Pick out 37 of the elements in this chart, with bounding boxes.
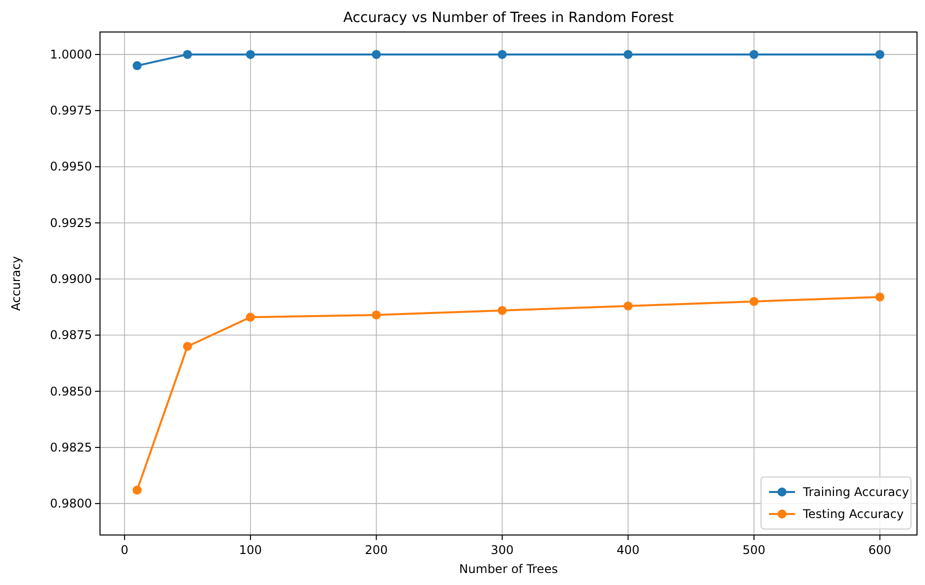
y-tick-label: 0.9900 <box>50 272 92 286</box>
x-tick-label: 600 <box>868 543 892 557</box>
point <box>624 50 633 59</box>
point <box>372 50 381 59</box>
y-axis-title: Accuracy <box>9 256 23 311</box>
point <box>875 50 884 59</box>
chart-title: Accuracy vs Number of Trees in Random Forest <box>343 10 674 26</box>
x-axis-title: Number of Trees <box>459 562 558 576</box>
y-tick-label: 0.9875 <box>50 328 92 342</box>
legend-label: Training Accuracy <box>802 485 909 499</box>
point <box>132 486 142 495</box>
x-tick-label: 100 <box>238 543 262 557</box>
y-tick-label: 0.9800 <box>50 496 92 511</box>
y-tick-label: 0.9975 <box>50 104 92 118</box>
point <box>182 50 192 59</box>
x-tick-label: 500 <box>742 543 766 557</box>
x-tick-label: 300 <box>490 543 514 557</box>
point <box>749 296 758 306</box>
y-tick-label: 0.9925 <box>50 216 92 230</box>
point <box>132 61 142 70</box>
point <box>246 312 255 322</box>
legend-label: Testing Accuracy <box>802 507 904 521</box>
x-tick-label: 400 <box>616 543 640 557</box>
point <box>875 292 884 302</box>
point <box>749 50 758 59</box>
point <box>182 342 192 351</box>
y-tick-label: 0.9825 <box>50 440 92 454</box>
point <box>498 50 507 59</box>
point <box>372 310 381 320</box>
x-tick-label: 0 <box>120 543 128 557</box>
point <box>624 301 633 310</box>
y-tick-label: 1.0000 <box>50 47 92 62</box>
point <box>498 306 507 315</box>
y-tick-label: 0.9850 <box>50 384 92 398</box>
point <box>246 50 255 59</box>
x-tick-label: 200 <box>364 543 388 557</box>
y-tick-label: 0.9950 <box>50 160 92 174</box>
